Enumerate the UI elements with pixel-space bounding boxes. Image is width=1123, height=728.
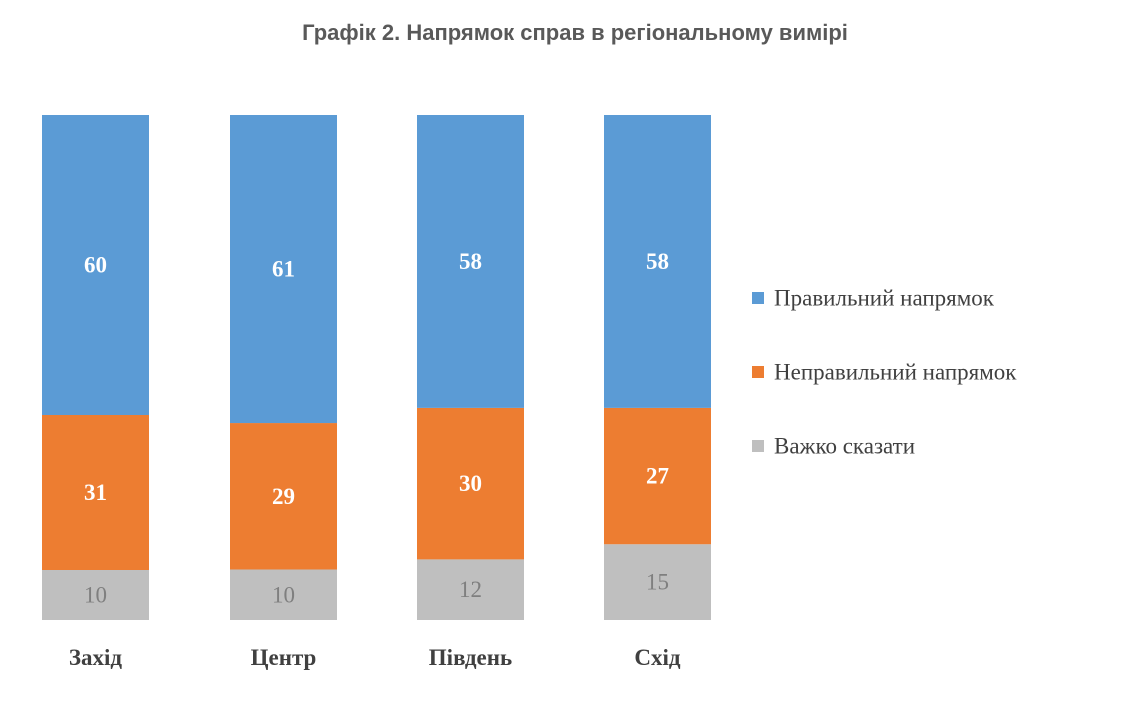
legend-label: Правильний напрямок: [774, 286, 995, 311]
data-label: 58: [459, 249, 482, 274]
bar-segment: [42, 115, 149, 415]
data-label: 60: [84, 253, 107, 278]
category-label: Схід: [634, 645, 681, 670]
bar-segment: [230, 423, 337, 570]
legend-label: Неправильний напрямок: [774, 360, 1017, 385]
data-label: 31: [84, 480, 107, 505]
bar-segment: [604, 544, 711, 620]
bar-segment: [417, 559, 524, 620]
data-label: 10: [84, 583, 107, 608]
data-label: 29: [272, 484, 295, 509]
legend-label: Важко сказати: [774, 434, 915, 459]
chart-title: Графік 2. Напрямок справ в регіональному…: [302, 20, 848, 45]
bar-segment: [42, 415, 149, 570]
data-label: 12: [459, 577, 482, 602]
legend-swatch: [752, 292, 764, 304]
bar-segment: [42, 570, 149, 620]
data-label: 61: [272, 257, 295, 282]
data-label: 58: [646, 249, 669, 274]
data-label: 15: [646, 570, 669, 595]
data-label: 10: [272, 582, 295, 607]
category-label: Південь: [429, 645, 512, 670]
data-label: 27: [646, 464, 669, 489]
category-label: Захід: [69, 645, 123, 670]
bar-segment: [417, 115, 524, 408]
category-label: Центр: [251, 645, 317, 670]
bar-segment: [230, 115, 337, 424]
data-label: 30: [459, 471, 482, 496]
bar-segment: [604, 115, 711, 408]
bar-segment: [417, 407, 524, 560]
legend-swatch: [752, 440, 764, 452]
bar-segment: [604, 407, 711, 545]
legend-swatch: [752, 366, 764, 378]
bar-segment: [230, 569, 337, 620]
